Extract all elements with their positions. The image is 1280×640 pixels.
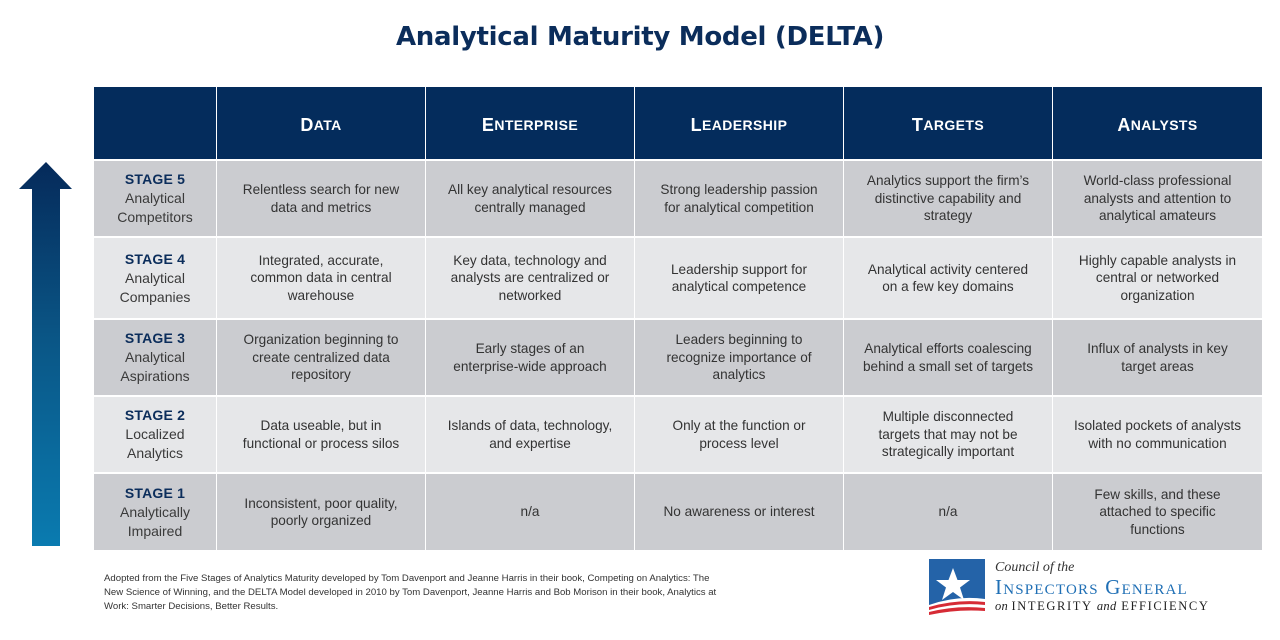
stage-3-targets: Analytical efforts coalescing behind a s… <box>844 320 1052 395</box>
flag-star-icon <box>929 559 985 615</box>
page-title: Analytical Maturity Model (DELTA) <box>395 22 885 52</box>
stage-name-line1: Analytical <box>125 349 185 365</box>
stage-5-targets: Analytics support the firm’s distinctive… <box>844 161 1052 236</box>
stage-5-data: Relentless search for new data and metri… <box>217 161 425 236</box>
stage-3-analysts: Influx of analysts in key target areas <box>1053 320 1262 395</box>
stage-number: STAGE 5 <box>124 171 186 187</box>
stage-1-data: Inconsistent, poor quality, poorly organ… <box>217 474 425 550</box>
stage-name-line2: Aspirations <box>120 368 190 384</box>
header-analysts: Analysts <box>1053 87 1262 159</box>
stage-name-line1: Analytically <box>119 503 191 520</box>
stage-4-leadership: Leadership support for analytical compet… <box>635 238 843 318</box>
stage-2-enterprise: Islands of data, technology, and experti… <box>426 397 634 472</box>
stage-2-data: Data useable, but in functional or proce… <box>217 397 425 472</box>
stage-1-leadership: No awareness or interest <box>635 474 843 550</box>
stage-name-line2: Impaired <box>127 522 183 539</box>
header-targets: Targets <box>844 87 1052 159</box>
stage-name-line1: Analytical <box>125 269 185 286</box>
header-corner <box>94 87 216 159</box>
stage-3-leadership: Leaders beginning to recognize importanc… <box>635 320 843 395</box>
stage-name-line1: Analytical <box>125 190 185 206</box>
stage-2-label: STAGE 2 Localized Analytics <box>94 397 216 472</box>
stage-3-label: STAGE 3 Analytical Aspirations <box>94 320 216 395</box>
stage-number: STAGE 2 <box>124 407 186 423</box>
stage-5-label: STAGE 5 Analytical Competitors <box>94 161 216 236</box>
stage-name-line2: Analytics <box>126 445 184 461</box>
stage-2-analysts: Isolated pockets of analysts with no com… <box>1053 397 1262 472</box>
stage-number: STAGE 3 <box>124 330 186 346</box>
stage-1-targets: n/a <box>844 474 1052 550</box>
header-leadership: Leadership <box>635 87 843 159</box>
maturity-table: Data Enterprise Leadership Targets Analy… <box>94 87 1262 550</box>
logo-line-integrity: on INTEGRITY and EFFICIENCY <box>995 599 1210 613</box>
stage-2-leadership: Only at the function or process level <box>635 397 843 472</box>
header-data: Data <box>217 87 425 159</box>
stage-3-enterprise: Early stages of an enterprise-wide appro… <box>426 320 634 395</box>
stage-4-enterprise: Key data, technology and analysts are ce… <box>426 238 634 318</box>
stage-5-analysts: World-class professional analysts and at… <box>1053 161 1262 236</box>
stage-4-analysts: Highly capable analysts in central or ne… <box>1053 238 1262 318</box>
stage-5-leadership: Strong leadership passion for analytical… <box>635 161 843 236</box>
logo-line-inspectors: Inspectors General <box>995 575 1188 599</box>
stage-4-targets: Analytical activity centered on a few ke… <box>844 238 1052 318</box>
stage-1-analysts: Few skills, and these attached to specif… <box>1053 474 1262 550</box>
stage-name-line2: Companies <box>119 288 191 305</box>
source-footnote: Adopted from the Five Stages of Analytic… <box>104 573 717 612</box>
logo-line-council: Council of the <box>995 560 1075 575</box>
stage-4-label: STAGE 4 Analytical Companies <box>94 238 216 318</box>
header-enterprise: Enterprise <box>426 87 634 159</box>
stage-1-enterprise: n/a <box>426 474 634 550</box>
stage-number: STAGE 4 <box>124 250 186 267</box>
stage-name-line1: Localized <box>125 426 185 442</box>
stage-1-label: STAGE 1 Analytically Impaired <box>94 474 216 550</box>
stage-number: STAGE 1 <box>124 484 186 501</box>
stage-name-line2: Competitors <box>117 209 193 225</box>
up-arrow-icon <box>19 162 72 546</box>
stage-5-enterprise: All key analytical resources centrally m… <box>426 161 634 236</box>
stage-4-data: Integrated, accurate, common data in cen… <box>217 238 425 318</box>
cigie-logo: Council of the Inspectors General on INT… <box>929 558 1259 618</box>
stage-3-data: Organization beginning to create central… <box>217 320 425 395</box>
stage-2-targets: Multiple disconnected targets that may n… <box>844 397 1052 472</box>
